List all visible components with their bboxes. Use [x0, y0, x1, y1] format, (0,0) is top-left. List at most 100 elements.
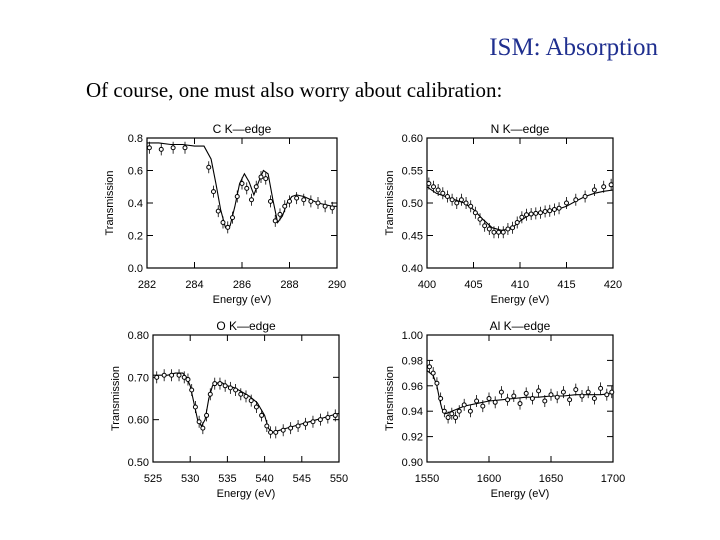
y-axis-label: Transmission — [110, 366, 122, 431]
data-point — [280, 427, 286, 433]
y-tick-label: 0.45 — [402, 231, 423, 243]
x-axis-label: Energy (eV) — [217, 488, 276, 500]
data-point — [211, 189, 216, 195]
data-point — [548, 392, 554, 398]
x-axis-label: Energy (eV) — [491, 294, 550, 306]
x-tick-label: 415 — [557, 279, 575, 291]
data-point — [308, 198, 314, 204]
data-point — [601, 184, 607, 190]
y-tick-label: 0.80 — [128, 330, 149, 342]
data-point — [542, 398, 548, 404]
y-tick-label: 0.90 — [402, 457, 423, 469]
chart-title: O K—edge — [216, 319, 276, 333]
data-point — [533, 210, 539, 216]
data-point — [505, 397, 511, 403]
data-point — [604, 392, 610, 398]
y-axis-label: Transmission — [384, 171, 396, 236]
data-point — [445, 415, 451, 421]
data-point — [491, 229, 497, 235]
model-line — [153, 372, 340, 434]
data-point — [227, 385, 233, 391]
data-point — [258, 174, 264, 180]
data-point — [268, 198, 273, 204]
x-tick-label: 530 — [181, 473, 199, 485]
y-tick-label: 0.8 — [128, 133, 143, 145]
data-point — [253, 184, 259, 190]
x-tick-label: 1550 — [415, 473, 439, 485]
data-point — [230, 215, 235, 221]
data-point — [510, 225, 516, 231]
data-point — [225, 224, 231, 230]
data-point — [517, 401, 523, 407]
data-point — [189, 387, 195, 393]
data-point — [253, 404, 259, 410]
chart-n-k-edge: N K—edge 400 405 410 415 420 0.40 0.45 0.50 0.55 0… — [384, 122, 622, 306]
data-point — [438, 396, 444, 401]
chart-al-k-edge: Al K—edge 1550 1600 1650 1700 0.90 0.92 0.94 0.9… — [384, 319, 625, 500]
data-point — [273, 429, 279, 435]
data-point — [463, 200, 469, 206]
data-point — [514, 220, 520, 225]
data-point — [158, 146, 164, 152]
data-point — [264, 423, 270, 429]
data-point — [573, 387, 579, 393]
chart-o-k-edge: O K—edge 525 530 535 540 545 550 0.50 0.60 0.70 0.… — [110, 319, 348, 500]
data-point — [161, 372, 167, 378]
data-point — [449, 411, 455, 417]
data-point — [426, 364, 432, 370]
data-point — [608, 182, 614, 188]
data-point — [154, 374, 160, 380]
data-point — [511, 393, 517, 399]
data-point — [170, 145, 176, 151]
y-tick-label: 0.55 — [402, 166, 423, 178]
x-tick-label: 288 — [280, 279, 298, 291]
data-point — [554, 394, 560, 400]
slide-subtitle: Of course, one must also worry about cal… — [86, 78, 503, 102]
y-tick-label: 0.40 — [402, 263, 423, 275]
data-point — [263, 176, 269, 182]
data-point — [200, 425, 206, 431]
data-point — [268, 429, 274, 435]
chart-c-k-edge: C K—edge 282 284 286 288 290 0.0 0.2 0.4 0.6 0.8 En… — [104, 122, 346, 306]
y-tick-label: 0.50 — [402, 198, 423, 210]
data-point — [332, 412, 338, 418]
y-tick-label: 0.98 — [402, 355, 423, 367]
data-point — [551, 207, 557, 212]
data-point — [185, 376, 191, 382]
y-tick-label: 0.6 — [128, 166, 143, 178]
data-point — [528, 211, 534, 217]
data-point — [505, 226, 511, 232]
data-point — [519, 214, 525, 220]
y-tick-label: 0.0 — [128, 263, 143, 275]
data-point — [207, 391, 213, 397]
data-point — [169, 372, 175, 378]
data-point — [317, 417, 323, 423]
data-point — [220, 220, 226, 225]
y-tick-label: 0.96 — [402, 381, 423, 393]
x-tick-label: 420 — [604, 279, 622, 291]
data-point — [482, 223, 488, 229]
x-tick-label: 525 — [144, 473, 162, 485]
y-tick-label: 0.50 — [128, 457, 149, 469]
data-point — [609, 389, 615, 395]
data-point — [182, 145, 188, 151]
data-point — [329, 205, 335, 211]
data-point — [435, 187, 441, 193]
x-tick-label: 545 — [293, 473, 311, 485]
data-point — [492, 399, 498, 405]
data-point — [322, 203, 328, 209]
data-point — [243, 393, 249, 399]
data-point — [529, 396, 535, 401]
data-point — [449, 197, 455, 203]
data-point — [458, 197, 464, 203]
x-tick-label: 410 — [511, 279, 529, 291]
data-point — [244, 185, 250, 191]
data-point — [238, 391, 244, 397]
data-point — [542, 208, 548, 214]
data-point — [196, 419, 202, 425]
x-tick-label: 405 — [464, 279, 482, 291]
x-tick-label: 290 — [328, 279, 346, 291]
data-point — [287, 198, 292, 204]
plot-frame — [152, 334, 340, 463]
